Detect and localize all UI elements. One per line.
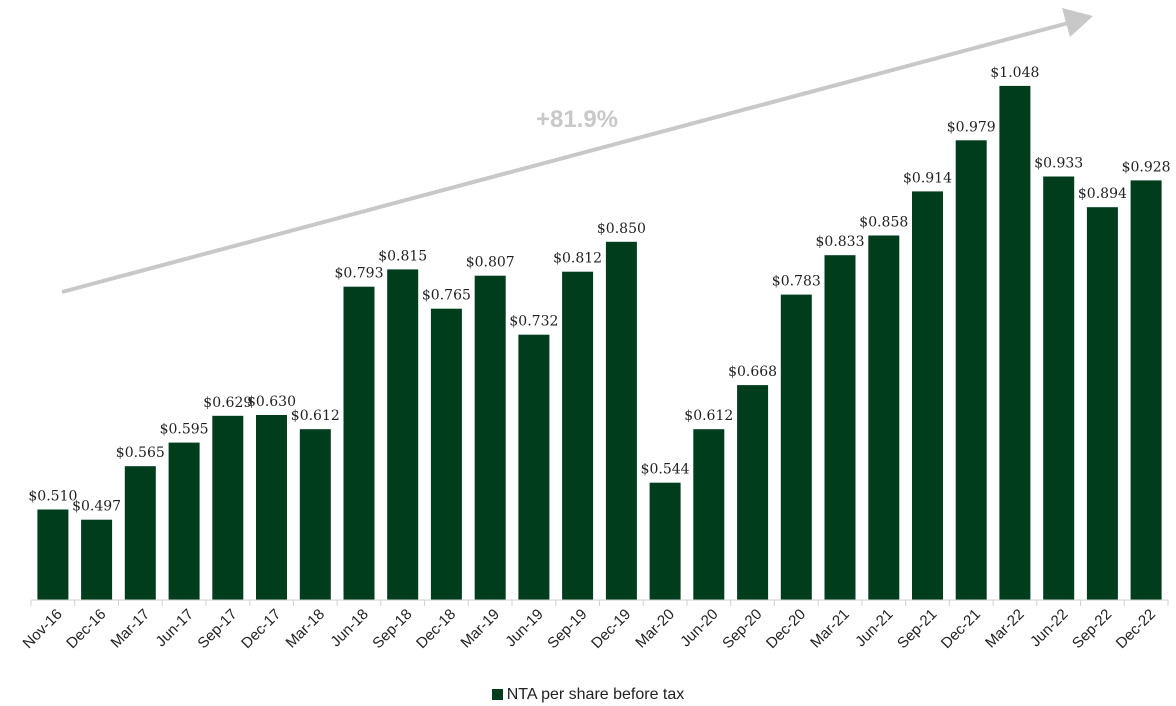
data-label-Mar-21: $0.833: [816, 234, 865, 250]
data-label-Mar-18: $0.612: [291, 408, 340, 424]
data-label-Sep-18: $0.815: [378, 248, 427, 264]
bar-Sep-17: [212, 415, 244, 600]
bar-Mar-20: [649, 482, 681, 600]
data-label-Dec-17: $0.630: [247, 394, 296, 410]
x-tick-label-Dec-21: Dec-21: [938, 606, 984, 652]
legend-label: NTA per share before tax: [506, 686, 685, 703]
data-label-Dec-18: $0.765: [422, 288, 471, 304]
x-tick-label-Jun-22: Jun-22: [1027, 606, 1071, 650]
x-tick-label-Sep-22: Sep-22: [1069, 606, 1115, 652]
data-label-Jun-22: $0.933: [1034, 156, 1083, 172]
data-label-Sep-20: $0.668: [728, 364, 777, 380]
x-tick-label-Nov-16: Nov-16: [20, 606, 66, 652]
bar-Dec-19: [605, 241, 637, 601]
x-tick-label-Sep-17: Sep-17: [194, 606, 240, 652]
bar-Sep-22: [1086, 207, 1118, 600]
data-label-Jun-17: $0.595: [160, 422, 209, 438]
x-tick-label-Mar-17: Mar-17: [108, 606, 154, 652]
bar-Jun-20: [693, 429, 725, 600]
bar-Dec-20: [780, 294, 812, 600]
data-label-Mar-22: $1.048: [990, 65, 1039, 81]
x-tick-label-Dec-19: Dec-19: [588, 606, 634, 652]
data-label-Dec-16: $0.497: [72, 499, 121, 515]
data-label-Dec-22: $0.928: [1122, 159, 1171, 175]
x-tick-label-Dec-17: Dec-17: [238, 606, 284, 652]
bar-Sep-20: [737, 385, 769, 600]
bar-Jun-17: [168, 442, 200, 600]
x-tick-label-Sep-20: Sep-20: [719, 606, 765, 652]
data-label-Sep-19: $0.812: [553, 251, 602, 267]
data-label-Sep-21: $0.914: [903, 170, 952, 186]
bar-Sep-21: [912, 191, 943, 600]
bar-Mar-19: [474, 275, 506, 600]
bar-Jun-21: [868, 235, 900, 600]
bar-Dec-22: [1130, 180, 1162, 600]
x-tick-label-Mar-20: Mar-20: [632, 606, 678, 652]
x-tick-label-Dec-22: Dec-22: [1113, 606, 1159, 652]
bar-Mar-21: [824, 255, 856, 600]
data-label-Nov-16: $0.510: [28, 489, 77, 505]
x-tick-label-Mar-21: Mar-21: [807, 606, 853, 652]
growth-arrow-head: [1062, 8, 1093, 37]
data-label-Sep-17: $0.629: [203, 395, 252, 411]
x-tick-label-Sep-18: Sep-18: [369, 606, 415, 652]
bar-Nov-16: [37, 509, 69, 600]
x-tick-label-Dec-20: Dec-20: [763, 606, 809, 652]
data-label-Jun-19: $0.732: [509, 314, 558, 330]
data-label-Sep-22: $0.894: [1078, 186, 1127, 202]
x-tick-label-Sep-21: Sep-21: [894, 606, 940, 652]
x-tick-label-Jun-20: Jun-20: [677, 606, 721, 650]
x-tick-label-Dec-16: Dec-16: [63, 606, 109, 652]
data-label-Dec-20: $0.783: [772, 274, 821, 290]
bar-Jun-18: [343, 286, 375, 600]
bar-Jun-22: [1043, 176, 1075, 600]
x-tick-label-Jun-19: Jun-19: [502, 606, 546, 650]
data-label-Jun-21: $0.858: [859, 215, 908, 231]
bar-chart: +81.9%$0.510$0.497$0.565$0.595$0.629$0.6…: [20, 8, 1171, 652]
x-tick-label-Jun-18: Jun-18: [327, 606, 371, 650]
legend: NTA per share before tax: [0, 686, 1176, 704]
data-label-Mar-19: $0.807: [466, 255, 515, 271]
growth-annotation: +81.9%: [536, 106, 618, 133]
bar-Mar-22: [999, 85, 1031, 600]
x-tick-label-Sep-19: Sep-19: [544, 606, 590, 652]
bar-Sep-18: [387, 269, 419, 600]
x-tick-label-Mar-19: Mar-19: [457, 606, 503, 652]
bar-Dec-17: [256, 415, 287, 600]
data-label-Jun-20: $0.612: [684, 408, 733, 424]
x-tick-label-Mar-22: Mar-22: [982, 606, 1028, 652]
bar-Sep-19: [562, 271, 594, 600]
data-label-Jun-18: $0.793: [335, 266, 384, 282]
bar-Dec-16: [81, 519, 113, 600]
bar-Dec-18: [430, 308, 462, 600]
x-tick-label-Mar-18: Mar-18: [283, 606, 329, 652]
bar-Jun-19: [518, 334, 550, 600]
data-label-Dec-21: $0.979: [947, 119, 996, 135]
x-tick-label-Jun-17: Jun-17: [152, 606, 196, 650]
data-label-Dec-19: $0.850: [597, 221, 646, 237]
x-tick-label-Dec-18: Dec-18: [413, 606, 459, 652]
legend-swatch: [491, 689, 503, 700]
bar-Mar-17: [124, 466, 156, 600]
bar-Mar-18: [299, 429, 331, 600]
x-tick-label-Jun-21: Jun-21: [852, 606, 896, 650]
data-label-Mar-17: $0.565: [116, 445, 165, 461]
growth-arrow-line: [61, 20, 1073, 294]
data-label-Mar-20: $0.544: [641, 462, 690, 478]
bar-Dec-21: [955, 140, 987, 601]
